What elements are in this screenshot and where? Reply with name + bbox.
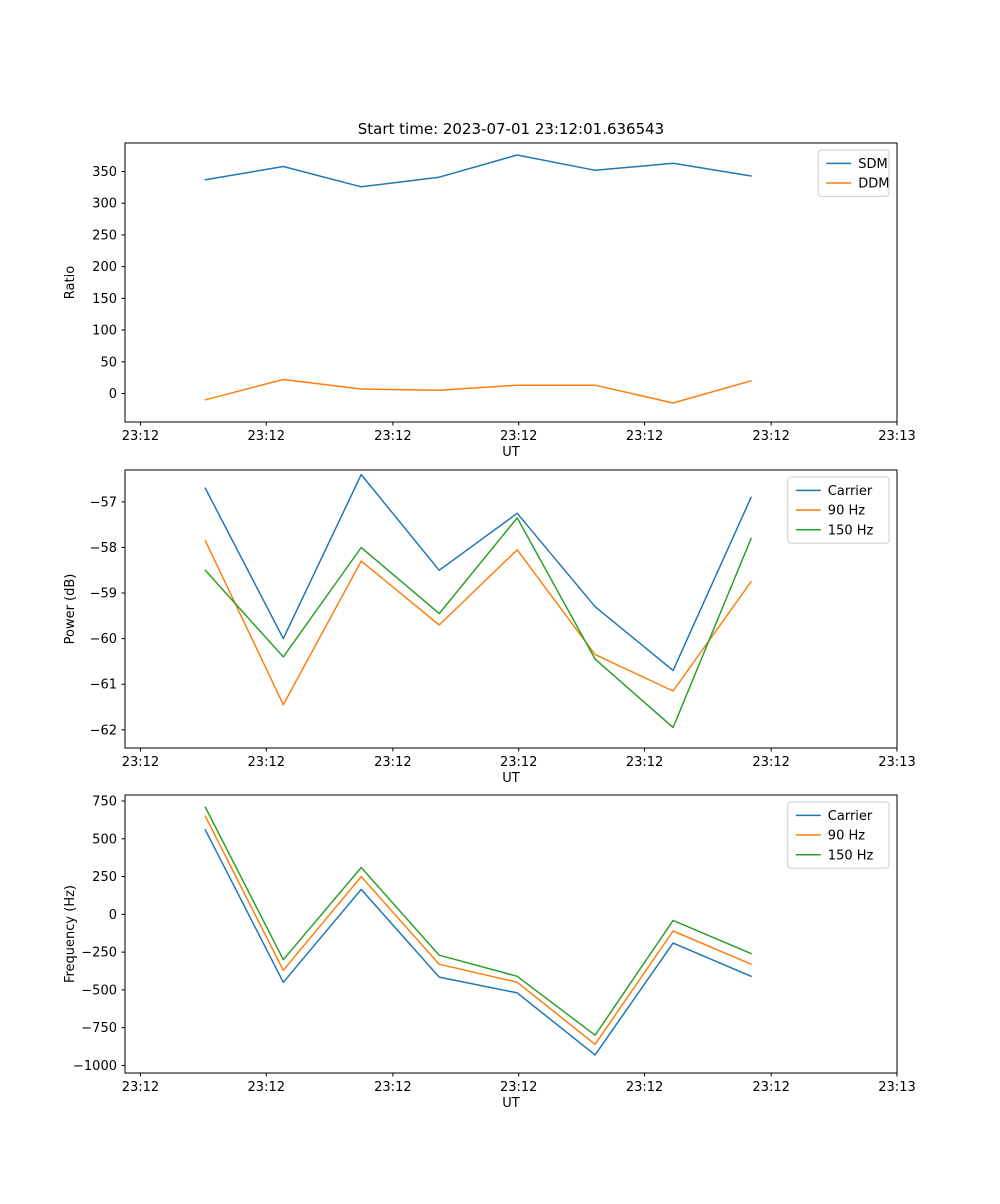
series-line-150-hz	[204, 517, 752, 729]
y-tick-label: 0	[109, 908, 117, 923]
y-tick-label: 500	[92, 832, 117, 847]
x-tick-label: 23:12	[248, 755, 285, 770]
series-line-carrier	[204, 473, 752, 672]
chart-0: 0 50 100 150 200 250 300 350 23:12 23:12 23:12 23:1…	[63, 120, 916, 460]
x-tick-label: 23:12	[626, 429, 663, 444]
y-tick-label: −58	[90, 541, 117, 556]
x-tick-label: 23:12	[122, 429, 159, 444]
y-tick-label: 100	[92, 324, 117, 339]
legend-label: 90 Hz	[828, 829, 865, 844]
x-tick-label: 23:12	[374, 429, 411, 444]
y-tick-label: −750	[81, 1021, 117, 1036]
x-tick-label: 23:12	[122, 1080, 159, 1095]
legend: Carrier 90 Hz 150 Hz	[787, 801, 890, 869]
legend-label: 90 Hz	[828, 504, 865, 519]
legend-label: DDM	[858, 177, 889, 192]
x-tick-label: 23:13	[878, 755, 915, 770]
y-tick-label: 250	[92, 870, 117, 885]
x-tick-label: 23:12	[122, 755, 159, 770]
x-tick-label: 23:12	[374, 1080, 411, 1095]
y-tick-label: −61	[90, 678, 117, 693]
series-line-sdm	[204, 154, 752, 188]
x-axis-label: UT	[502, 771, 520, 786]
legend-label: Carrier	[828, 484, 873, 499]
y-tick-label: −1000	[73, 1059, 117, 1074]
y-axis-label: Power (dB)	[63, 574, 78, 645]
chart-title: Start time: 2023-07-01 23:12:01.636543	[358, 120, 664, 138]
legend-label: Carrier	[828, 809, 873, 824]
x-axis-label: UT	[502, 445, 520, 460]
y-tick-label: −59	[90, 587, 117, 602]
legend-label: 150 Hz	[828, 523, 874, 538]
x-tick-label: 23:12	[752, 429, 789, 444]
y-tick-label: 150	[92, 292, 117, 307]
y-tick-label: 300	[92, 197, 117, 212]
y-tick-label: −62	[90, 723, 117, 738]
y-tick-label: −57	[90, 495, 117, 510]
y-tick-label: 50	[100, 355, 117, 370]
legend: Carrier 90 Hz 150 Hz	[787, 476, 890, 544]
chart-2: 750 500 250 0 −250 −500 −750 −1000 23:12 23:12 23:…	[63, 794, 916, 1111]
series-line-150-hz	[204, 806, 752, 1036]
series-line-carrier	[204, 829, 752, 1056]
axes-frame	[124, 794, 898, 1074]
y-tick-label: 350	[92, 165, 117, 180]
series-line-90-hz	[204, 539, 752, 706]
y-tick-label: 200	[92, 260, 117, 275]
x-tick-label: 23:12	[752, 1080, 789, 1095]
x-tick-label: 23:12	[500, 429, 537, 444]
x-tick-label: 23:12	[626, 1080, 663, 1095]
y-axis-label: Frequency (Hz)	[63, 885, 78, 983]
x-tick-label: 23:12	[500, 1080, 537, 1095]
legend-box	[787, 476, 890, 544]
legend: SDM DDM	[817, 149, 890, 197]
y-axis-label: Ratio	[63, 266, 78, 299]
y-tick-label: 250	[92, 228, 117, 243]
y-tick-label: 750	[92, 795, 117, 810]
x-tick-label: 23:12	[626, 755, 663, 770]
chart-1: −57 −58 −59 −60 −61 −62 23:12 23:12 23:12 23:12 23…	[63, 469, 916, 786]
y-tick-label: 0	[109, 387, 117, 402]
legend-box	[787, 801, 890, 869]
legend-label: 150 Hz	[828, 848, 874, 863]
x-tick-label: 23:12	[500, 755, 537, 770]
x-tick-label: 23:12	[374, 755, 411, 770]
x-axis-label: UT	[502, 1096, 520, 1111]
legend-box	[817, 149, 890, 197]
series-line-90-hz	[204, 815, 752, 1046]
y-tick-label: −500	[81, 983, 117, 998]
y-tick-label: −60	[90, 632, 117, 647]
x-tick-label: 23:13	[878, 1080, 915, 1095]
x-tick-label: 23:12	[248, 1080, 285, 1095]
series-line-ddm	[204, 378, 752, 404]
y-tick-label: −250	[81, 946, 117, 961]
legend-label: SDM	[858, 157, 887, 172]
x-tick-label: 23:13	[878, 429, 915, 444]
x-tick-label: 23:12	[752, 755, 789, 770]
axes-frame	[124, 142, 898, 423]
x-tick-label: 23:12	[248, 429, 285, 444]
axes-frame	[124, 469, 898, 749]
